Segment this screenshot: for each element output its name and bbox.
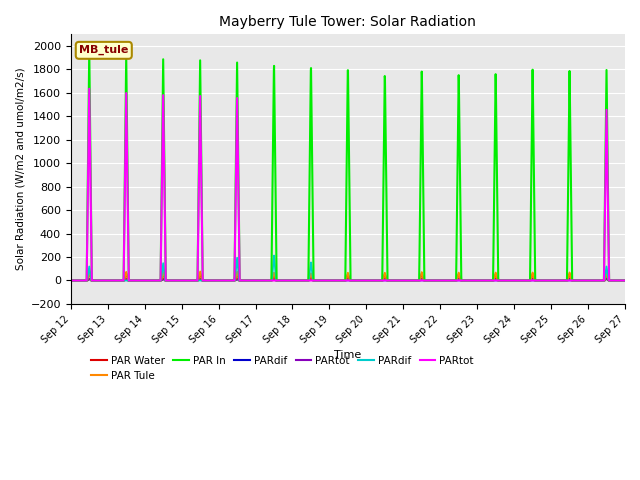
Legend: PAR Water, PAR Tule, PAR In, PARdif, PARtot, PARdif, PARtot: PAR Water, PAR Tule, PAR In, PARdif, PAR… bbox=[87, 351, 478, 385]
Y-axis label: Solar Radiation (W/m2 and umol/m2/s): Solar Radiation (W/m2 and umol/m2/s) bbox=[15, 68, 25, 270]
X-axis label: Time: Time bbox=[334, 350, 362, 360]
Text: MB_tule: MB_tule bbox=[79, 45, 129, 56]
Title: Mayberry Tule Tower: Solar Radiation: Mayberry Tule Tower: Solar Radiation bbox=[220, 15, 476, 29]
